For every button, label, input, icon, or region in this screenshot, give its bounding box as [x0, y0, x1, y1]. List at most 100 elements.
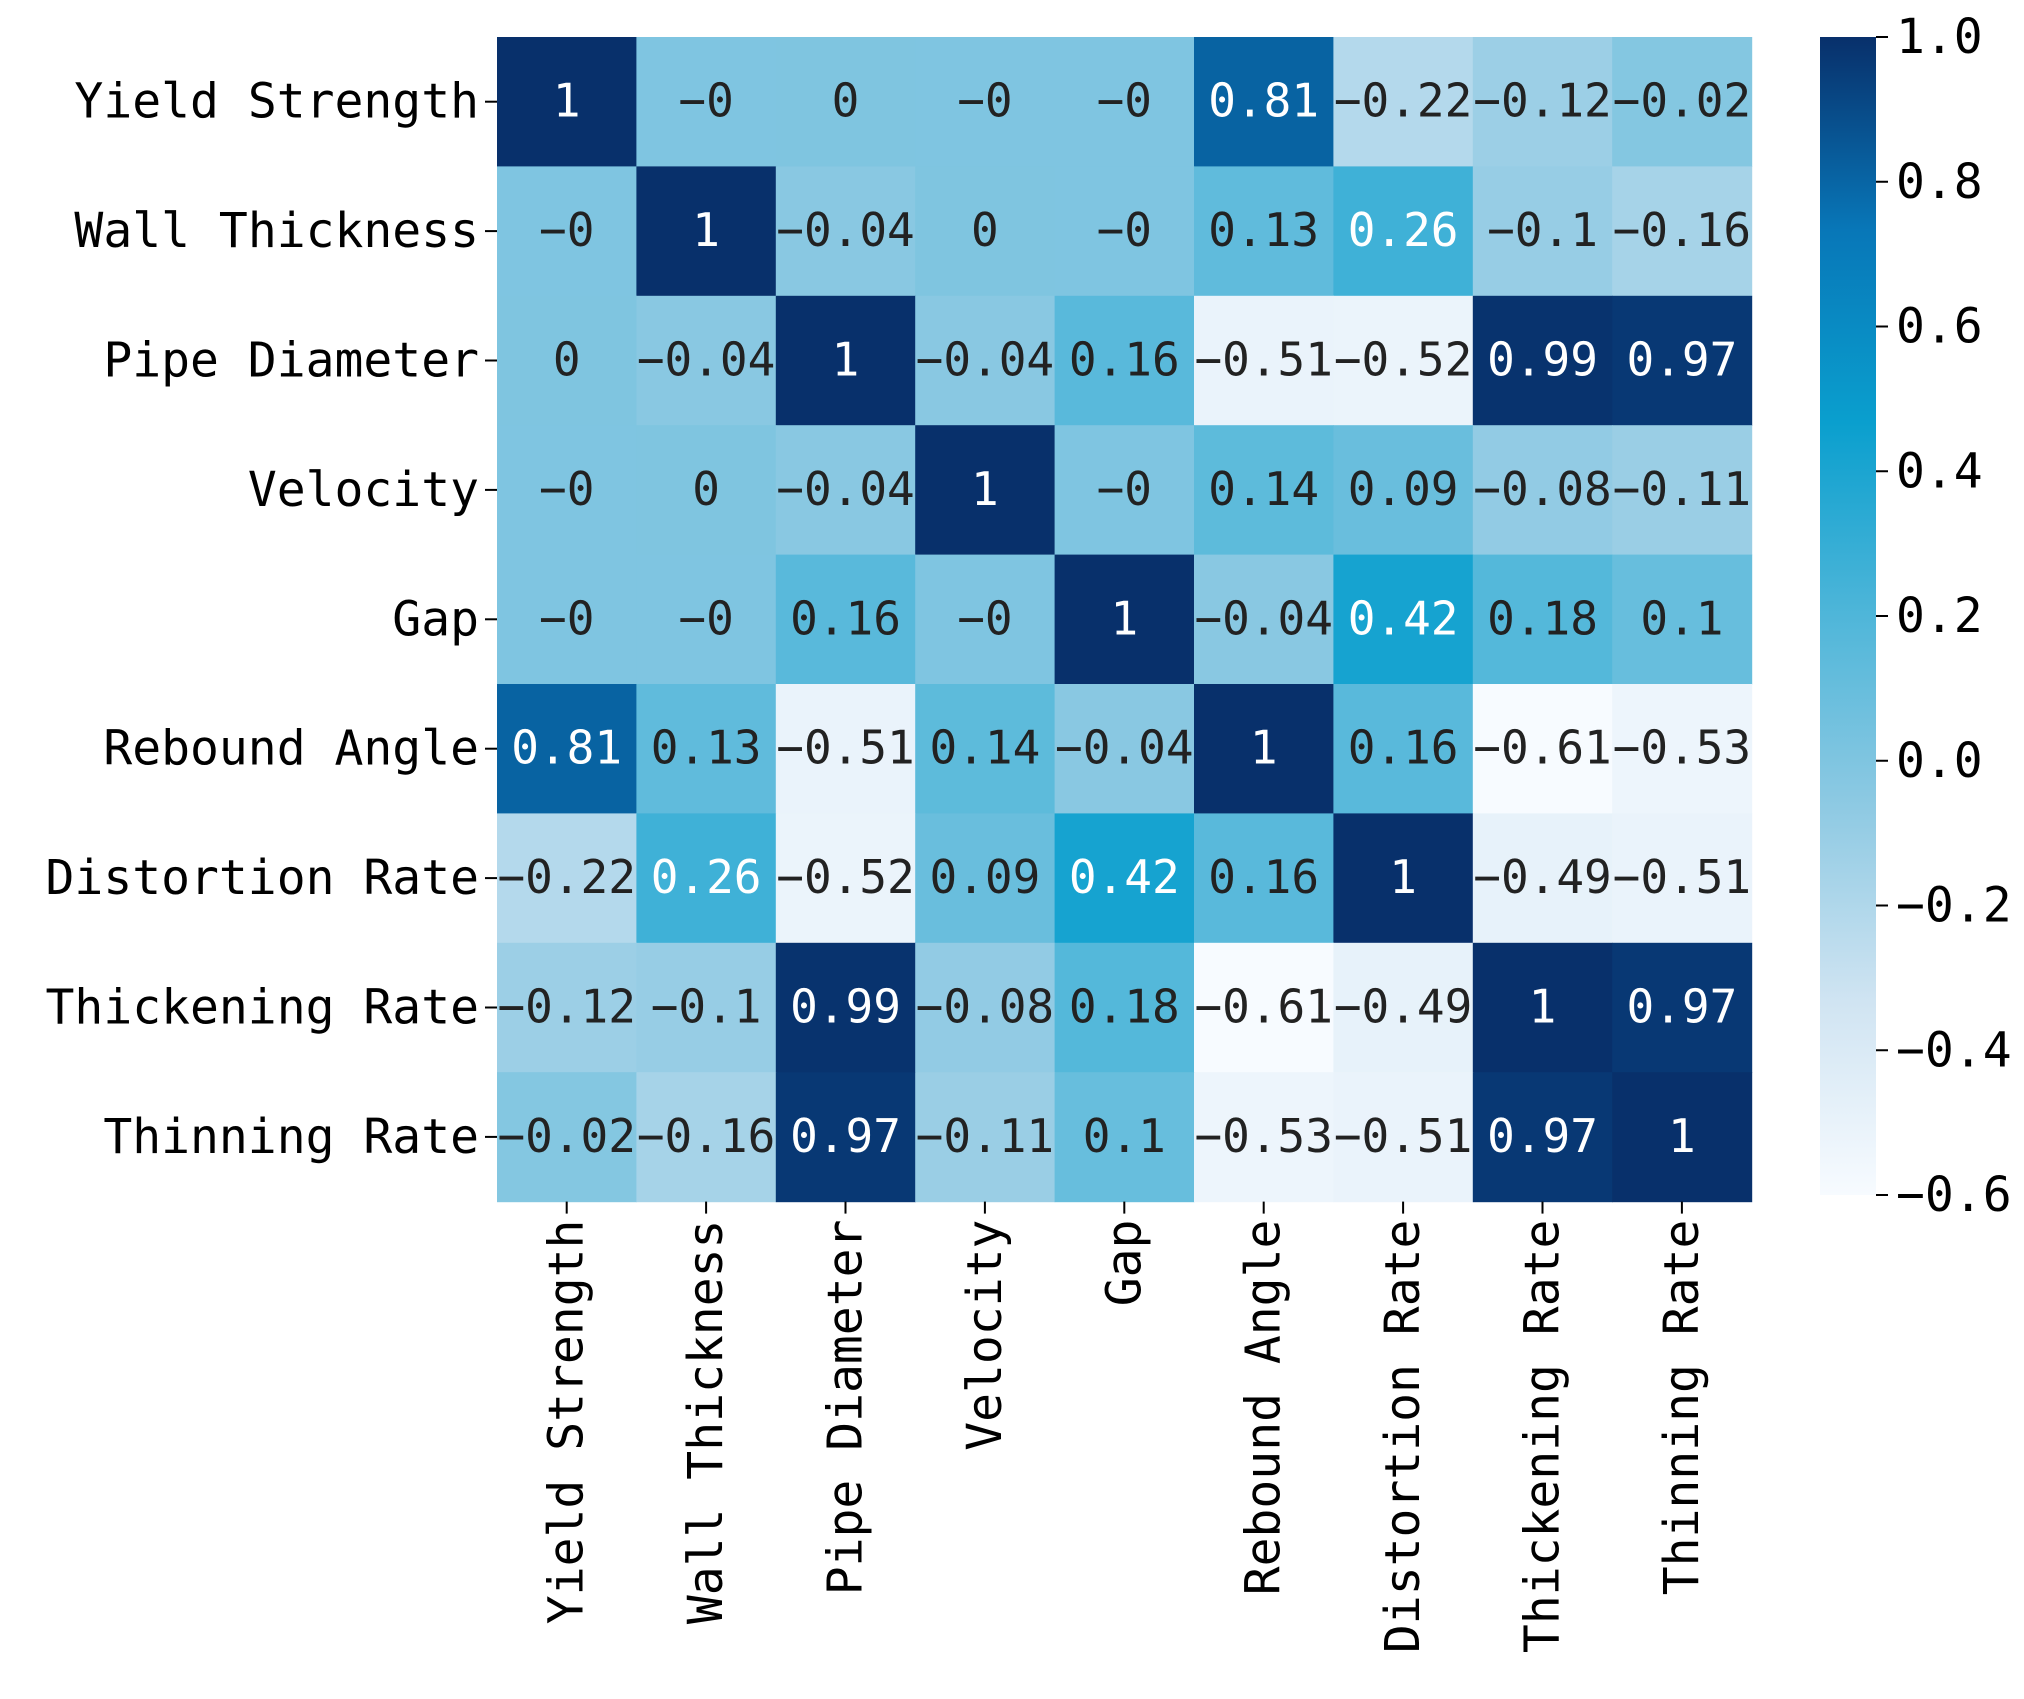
cell-annotation: −0.51: [1334, 1109, 1472, 1163]
cell-annotation: 0.99: [1487, 333, 1598, 387]
cell-annotation: −0.04: [1055, 721, 1193, 775]
cell-annotation: −0.53: [1194, 1109, 1332, 1163]
heatmap-cell-thickening-rate-gap: [1054, 942, 1195, 1073]
y-tick-label-yield-strength: Yield Strength: [74, 74, 479, 130]
x-tick-label-thickening-rate: Thickening Rate: [1515, 1220, 1571, 1653]
cell-annotation: 0: [971, 203, 999, 257]
cell-annotation: 1: [1668, 1109, 1696, 1163]
cell-annotation: −0: [539, 203, 594, 257]
cell-annotation: 0.18: [1069, 980, 1180, 1034]
cell-annotation: 0: [553, 333, 581, 387]
cell-annotation: −0.12: [497, 980, 635, 1034]
heatmap-cell-yield-strength-gap: [1054, 37, 1195, 167]
x-tick-label-yield-strength: Yield Strength: [539, 1220, 595, 1625]
colorbar-tick-label: −0.6: [1896, 1167, 2012, 1223]
heatmap-cell-gap-yield-strength: [497, 554, 637, 685]
x-axis: Yield Strength Wall Thickness Pipe Diamete…: [539, 1201, 1710, 1653]
y-tick-label-pipe-diameter: Pipe Diameter: [103, 333, 479, 389]
heatmap-cell-pipe-diameter-thickening-rate: [1472, 295, 1613, 426]
heatmap-cell-pipe-diameter-rebound-angle: [1194, 295, 1334, 426]
heatmap-cell-velocity-gap: [1054, 425, 1195, 556]
cell-annotation: −0.52: [1334, 333, 1472, 387]
heatmap-cell-yield-strength-distortion-rate: [1333, 37, 1474, 167]
cell-annotation: −0.04: [637, 333, 775, 387]
heatmap-cell-thickening-rate-yield-strength: [497, 942, 637, 1073]
y-tick-label-wall-thickness: Wall Thickness: [74, 203, 479, 259]
heatmap-cell-gap-thickening-rate: [1472, 554, 1613, 685]
y-tick-label-rebound-angle: Rebound Angle: [103, 721, 479, 777]
y-tick-label-distortion-rate: Distortion Rate: [46, 850, 479, 906]
y-tick-label-gap: Gap: [392, 591, 479, 647]
heatmap-cell-thinning-rate-thinning-rate: [1612, 1072, 1753, 1203]
cell-annotation: 0.42: [1069, 850, 1180, 904]
cell-annotation: 1: [553, 74, 581, 128]
heatmap-cell-thickening-rate-pipe-diameter: [775, 942, 916, 1073]
heatmap-cell-yield-strength-thinning-rate: [1612, 37, 1753, 167]
cell-annotation: 1: [1110, 591, 1138, 645]
cell-annotation: 1: [1250, 721, 1278, 775]
heatmap-cell-gap-distortion-rate: [1333, 554, 1474, 685]
heatmap-cell-thinning-rate-thickening-rate: [1472, 1072, 1613, 1203]
x-tick-label-wall-thickness: Wall Thickness: [678, 1220, 734, 1625]
heatmap-cell-wall-thickness-yield-strength: [497, 166, 637, 297]
cell-annotation: 0.16: [1069, 333, 1180, 387]
cell-annotation: 1: [1529, 980, 1557, 1034]
heatmap-cell-pipe-diameter-pipe-diameter: [775, 295, 916, 426]
cell-annotation: −0.49: [1334, 980, 1472, 1034]
heatmap-cell-rebound-angle-distortion-rate: [1333, 684, 1474, 814]
cell-annotation: 0.14: [1208, 462, 1319, 516]
cell-annotation: −0.04: [776, 203, 914, 257]
cell-annotation: 0.81: [1208, 74, 1319, 128]
cell-annotation: 0.16: [790, 591, 901, 645]
heatmap-cell-thinning-rate-pipe-diameter: [775, 1072, 916, 1203]
cell-annotation: −0.04: [776, 462, 914, 516]
cell-annotation: 0.99: [790, 980, 901, 1034]
heatmap-cell-thinning-rate-rebound-angle: [1194, 1072, 1334, 1203]
cell-annotation: −0.61: [1194, 980, 1332, 1034]
heatmap-cell-velocity-distortion-rate: [1333, 425, 1474, 556]
heatmap-cell-rebound-angle-pipe-diameter: [775, 684, 916, 814]
heatmap-cell-thickening-rate-rebound-angle: [1194, 942, 1334, 1073]
cell-annotation: 0.97: [790, 1109, 901, 1163]
heatmap-cell-yield-strength-yield-strength: [497, 37, 637, 167]
cell-annotation: 0.1: [1640, 591, 1723, 645]
cell-annotation: −0.51: [1194, 333, 1332, 387]
cell-annotation: 1: [692, 203, 720, 257]
heatmap-cell-distortion-rate-rebound-angle: [1194, 813, 1334, 944]
heatmap-cell-gap-rebound-angle: [1194, 554, 1334, 685]
cell-annotation: −0.53: [1613, 721, 1751, 775]
heatmap-cell-thinning-rate-distortion-rate: [1333, 1072, 1474, 1203]
cell-annotation: −0.02: [1613, 74, 1751, 128]
cell-annotation: −0.52: [776, 850, 914, 904]
heatmap-cell-wall-thickness-thinning-rate: [1612, 166, 1753, 297]
cell-annotation: −0.16: [637, 1109, 775, 1163]
heatmap-cell-wall-thickness-gap: [1054, 166, 1195, 297]
heatmap-cell-gap-gap: [1054, 554, 1195, 685]
cell-annotation: 0.42: [1348, 591, 1459, 645]
heatmap-cell-thinning-rate-yield-strength: [497, 1072, 637, 1203]
heatmap-cell-wall-thickness-thickening-rate: [1472, 166, 1613, 297]
colorbar-tick-label: 0.4: [1896, 443, 1983, 499]
x-tick-label-distortion-rate: Distortion Rate: [1375, 1220, 1431, 1653]
heatmap-cell-pipe-diameter-yield-strength: [497, 295, 637, 426]
colorbar: [1820, 37, 1876, 1195]
cell-annotation: 1: [832, 333, 860, 387]
heatmap-cell-thinning-rate-gap: [1054, 1072, 1195, 1203]
cell-annotation: 0.13: [1208, 203, 1319, 257]
heatmap-cell-thickening-rate-distortion-rate: [1333, 942, 1474, 1073]
cell-annotation: 0.81: [511, 721, 622, 775]
cell-annotation: −0.1: [651, 980, 762, 1034]
heatmap-cell-wall-thickness-wall-thickness: [636, 166, 777, 297]
colorbar-tick-label: −0.4: [1896, 1022, 2012, 1078]
cell-annotation: −0: [957, 591, 1012, 645]
cell-annotation: 0.18: [1487, 591, 1598, 645]
cell-annotation: 0.97: [1627, 980, 1738, 1034]
x-tick-label-gap: Gap: [1096, 1220, 1152, 1307]
cell-annotation: −0.22: [497, 850, 635, 904]
cell-annotation: −0.04: [916, 333, 1054, 387]
cell-annotation: 1: [971, 462, 999, 516]
y-tick-label-thickening-rate: Thickening Rate: [46, 980, 479, 1036]
x-tick-label-velocity: Velocity: [957, 1220, 1013, 1451]
colorbar-tick-label: 0.6: [1896, 299, 1983, 355]
